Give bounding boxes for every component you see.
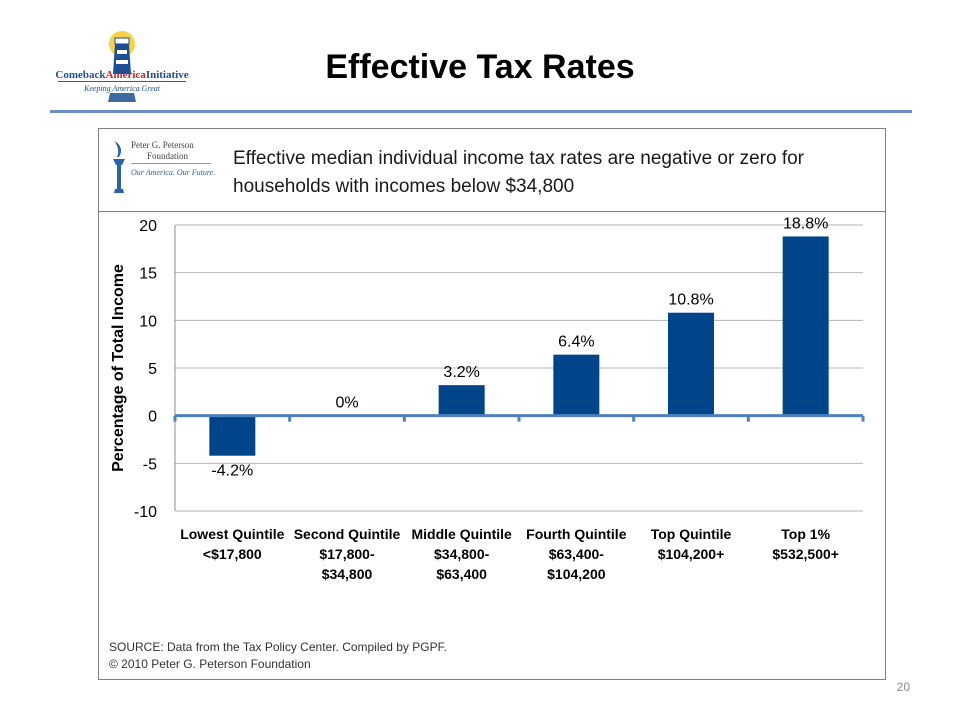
data-label: 18.8%	[783, 215, 828, 232]
source-line: SOURCE: Data from the Tax Policy Center.…	[109, 640, 447, 654]
peterson-foundation-logo: Peter G. Peterson Foundation Our America…	[113, 140, 215, 193]
data-label: 6.4%	[558, 334, 594, 351]
y-tick-label: 20	[139, 218, 157, 235]
category-label-line: Second Quintile	[294, 526, 401, 542]
chart-headline: Effective median individual income tax r…	[233, 145, 873, 201]
category-label: Fourth Quintile $63,400- $104,200	[526, 526, 627, 582]
foundation-tagline: Our America. Our Future.	[131, 168, 215, 177]
page-number: 20	[896, 680, 910, 694]
category-label-line: $104,200	[547, 566, 606, 582]
bar	[668, 312, 714, 416]
bar-chart: 20 15 10 5 0 -5 -10 Percentage of Total Income -…	[110, 215, 865, 582]
headline-line-2: households with incomes below $34,800	[233, 176, 575, 197]
category-label-line: $34,800-	[434, 546, 490, 562]
y-tick-label: -10	[134, 504, 157, 521]
foundation-name-line1: Peter G. Peterson	[131, 140, 194, 150]
y-tick-label: 5	[148, 361, 157, 378]
bar	[553, 354, 600, 416]
category-label-line: $104,200+	[658, 546, 725, 562]
panel-header: Peter G. Peterson Foundation Our America…	[99, 129, 885, 212]
category-label-line: $532,500+	[772, 546, 839, 562]
category-label: Middle Quintile $34,800- $63,400	[411, 526, 512, 582]
logo-name: ComebackAmericaInitiative	[55, 69, 188, 81]
category-label-line: Lowest Quintile	[180, 526, 284, 542]
data-label: -4.2%	[211, 463, 253, 480]
torch-icon	[113, 141, 125, 193]
source-note: SOURCE: Data from the Tax Policy Center.…	[109, 639, 447, 673]
category-label-line: $63,400-	[549, 546, 605, 562]
category-label-line: Top 1%	[781, 526, 830, 542]
copyright-line: © 2010 Peter G. Peterson Foundation	[109, 657, 311, 671]
data-label: 3.2%	[443, 364, 479, 381]
category-label-line: Top Quintile	[651, 526, 732, 542]
headline-line-1: Effective median individual income tax r…	[233, 148, 805, 169]
chart-panel: Peter G. Peterson Foundation Our America…	[98, 128, 886, 680]
y-tick-label: 15	[139, 266, 157, 283]
category-label-line: Middle Quintile	[411, 526, 512, 542]
y-axis-title: Percentage of Total Income	[110, 264, 127, 472]
y-tick-label: 0	[148, 409, 157, 426]
logo-tagline: Keeping America Great	[83, 84, 161, 93]
category-label-line: $34,800	[322, 566, 373, 582]
y-tick-label: 10	[139, 313, 157, 330]
category-label-line: $17,800-	[319, 546, 375, 562]
category-label: Top Quintile $104,200+	[651, 526, 732, 562]
bar	[438, 385, 485, 416]
category-label: Top 1% $532,500+	[772, 526, 839, 562]
slide-title: Effective Tax Rates	[325, 48, 635, 86]
y-tick-label: -5	[143, 456, 157, 473]
bar	[209, 415, 256, 456]
foundation-name-line2: Foundation	[147, 151, 189, 161]
lighthouse-icon	[109, 31, 135, 74]
title-rule	[50, 110, 912, 113]
comeback-america-logo: ComebackAmericaInitiative Keeping Americ…	[55, 31, 189, 102]
data-label: 10.8%	[668, 292, 713, 309]
category-label: Lowest Quintile <$17,800	[180, 526, 284, 562]
category-label: Second Quintile $17,800- $34,800	[294, 526, 401, 582]
data-label: 0%	[335, 395, 358, 412]
category-label-line: <$17,800	[203, 546, 262, 562]
bar	[782, 236, 829, 416]
category-label-line: $63,400	[436, 566, 487, 582]
category-label-line: Fourth Quintile	[526, 526, 627, 542]
